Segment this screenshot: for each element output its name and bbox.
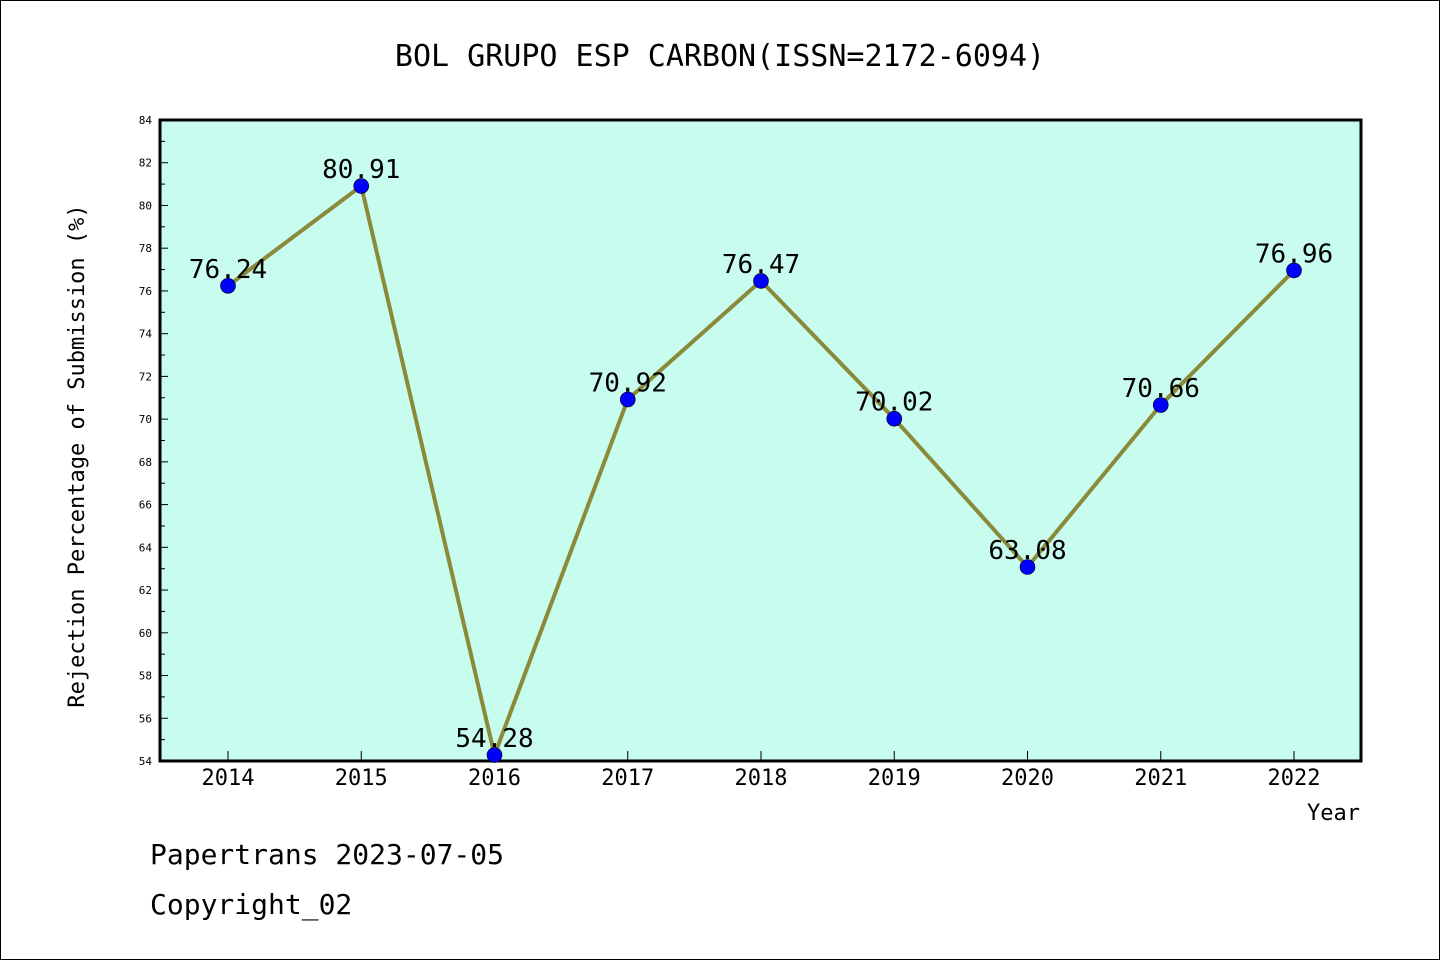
x-tick-label: 2019 [868, 766, 921, 791]
y-tick-label: 70 [139, 413, 152, 426]
x-tick-label: 2017 [601, 766, 654, 791]
y-tick-label: 64 [139, 541, 153, 554]
footer-date: Papertrans 2023-07-05 [150, 838, 504, 871]
data-point [1286, 262, 1302, 279]
data-label: 70.02 [855, 388, 933, 418]
data-point [1019, 559, 1036, 575]
y-tick-label: 82 [139, 157, 152, 170]
y-tick-label: 56 [139, 712, 152, 725]
x-tick-label: 2018 [735, 766, 788, 791]
data-label: 76.47 [722, 250, 800, 280]
data-point [353, 178, 370, 194]
x-tick-label: 2014 [202, 766, 255, 791]
data-point [619, 391, 636, 408]
y-tick-label: 54 [139, 755, 153, 768]
footer-copyright: Copyright_02 [150, 888, 352, 922]
x-axis-label: Year [1307, 801, 1360, 826]
y-axis-label: Rejection Percentage of Submission (%) [65, 204, 90, 707]
data-point [1152, 397, 1169, 413]
data-label: 70.66 [1122, 374, 1200, 404]
y-tick-label: 80 [139, 199, 152, 212]
y-tick-label: 72 [139, 370, 152, 383]
x-tick-label: 2016 [468, 766, 521, 791]
data-point [220, 278, 236, 294]
x-axis-ticks: 2014 2015 2016 2017 2018 2019 2020 2021 2022 [202, 751, 1321, 791]
x-tick-label: 2020 [1001, 766, 1054, 791]
data-point [753, 273, 769, 289]
data-label: 76.24 [189, 255, 267, 285]
y-tick-label: 68 [139, 456, 152, 469]
data-label: 80.91 [322, 155, 400, 185]
y-tick-label: 78 [139, 242, 152, 255]
y-tick-label: 84 [139, 114, 153, 127]
plot-area [158, 118, 1363, 763]
data-label: 54.28 [455, 724, 533, 754]
data-point [486, 747, 503, 763]
series-line-group [220, 178, 1302, 763]
y-tick-label: 66 [139, 499, 152, 512]
data-labels: 76.24 80.91 54.28 70.92 76.47 70.02 63.08 70.66… [189, 155, 1333, 754]
y-tick-label: 76 [139, 285, 152, 298]
y-tick-label: 62 [139, 584, 152, 597]
y-tick-label: 60 [139, 627, 152, 640]
y-axis-ticks: 54 56 58 60 62 64 66 68 70 72 74 76 78 80 82 84 [139, 114, 168, 768]
x-tick-label: 2015 [335, 766, 388, 791]
data-label: 76.96 [1255, 239, 1333, 269]
chart-title: BOL GRUPO ESP CARBON(ISSN=2172-6094) [395, 39, 1045, 74]
data-label: 63.08 [988, 536, 1066, 566]
y-tick-label: 74 [139, 328, 153, 341]
data-label: 70.92 [589, 368, 667, 398]
data-point [886, 410, 903, 427]
x-tick-label: 2021 [1134, 766, 1187, 791]
y-tick-label: 58 [139, 670, 152, 683]
x-tick-label: 2022 [1268, 766, 1321, 791]
